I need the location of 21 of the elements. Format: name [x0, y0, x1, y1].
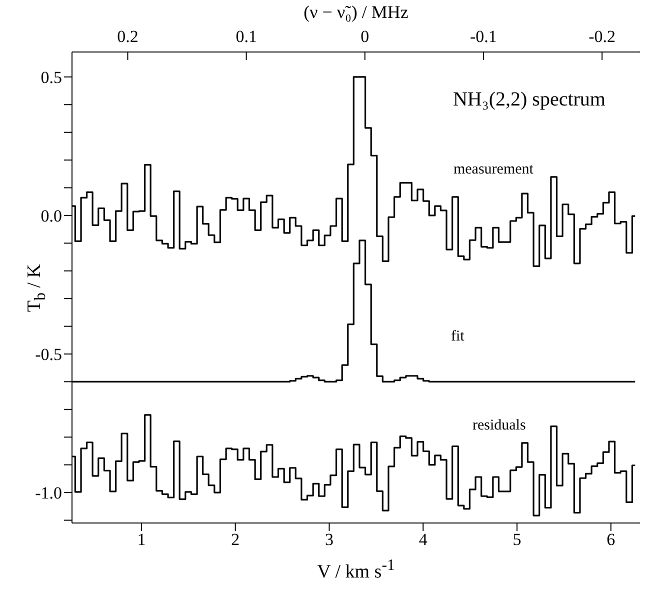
- y-tick-label: -1.0: [35, 484, 62, 503]
- series-label: residuals: [472, 418, 526, 435]
- series-label: measurement: [453, 161, 534, 178]
- x2-tick-label: 0.1: [236, 27, 257, 46]
- x2-axis-title: (ν − ν̃₀) / MHz: [304, 2, 408, 23]
- x-tick-label: 2: [231, 530, 240, 550]
- x-tick-label: 4: [418, 530, 428, 550]
- text: NH₃(2,2) spectrum: [452, 88, 606, 112]
- text: fit: [451, 328, 464, 346]
- x2-tick-label: -0.2: [588, 27, 616, 46]
- x-tick-label: 5: [512, 530, 522, 550]
- x-axis-title: V / km s$^{-1}$: [317, 557, 395, 584]
- x2-tick-label: 0.2: [117, 27, 138, 46]
- x-tick-label: 1: [137, 530, 146, 550]
- x-tick-label: 6: [606, 530, 616, 550]
- y-tick-label: -0.5: [35, 345, 62, 364]
- x2-tick-label: -0.1: [470, 27, 497, 46]
- x2-tick-label: 0: [360, 27, 370, 46]
- y-tick-label: 0.5: [40, 68, 62, 87]
- y-tick-label: 0.0: [40, 206, 62, 226]
- x-tick-label: 3: [324, 530, 334, 550]
